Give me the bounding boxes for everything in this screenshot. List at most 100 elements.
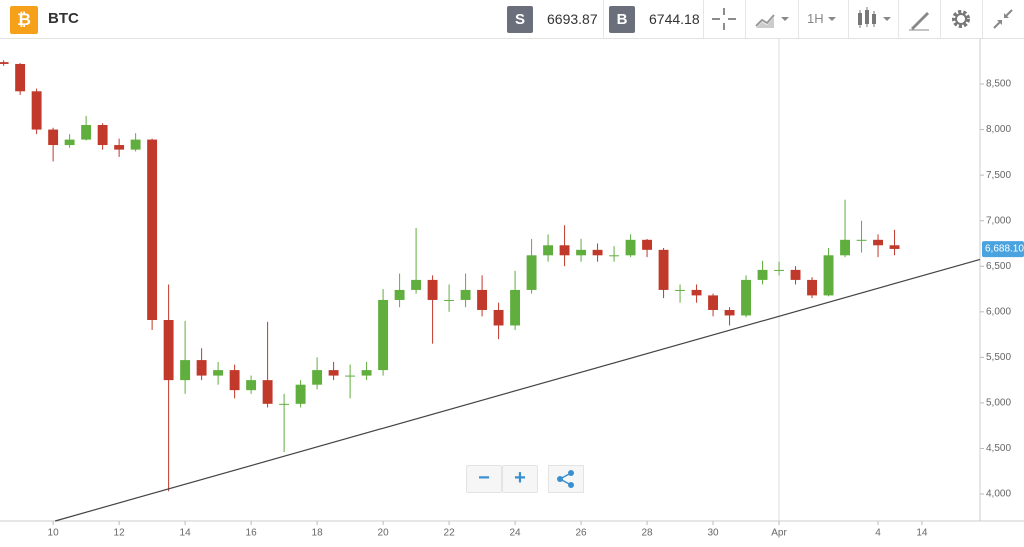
y-tick-label: 6,500 <box>986 261 1011 272</box>
candle-style-button[interactable] <box>849 0 897 38</box>
x-tick-label: Apr <box>771 528 787 539</box>
candle-body <box>345 375 356 377</box>
candle-body <box>625 239 636 256</box>
symbol: BTC <box>48 10 79 27</box>
candle-body <box>526 255 537 290</box>
candle-body <box>378 299 389 371</box>
candle-body <box>15 63 26 92</box>
y-tick-label: 6,000 <box>986 306 1011 317</box>
candle-body <box>295 384 306 404</box>
x-tick-label: 22 <box>444 528 456 539</box>
candle-body <box>328 370 339 376</box>
x-tick-label: 28 <box>642 528 654 539</box>
y-tick-label: 7,000 <box>986 215 1011 226</box>
candle-body <box>427 279 438 300</box>
collapse-button[interactable] <box>983 0 1023 38</box>
candle-body <box>163 319 174 381</box>
candle-body <box>0 62 9 64</box>
candle-body <box>774 269 784 271</box>
candle-body <box>724 309 735 316</box>
candle-body <box>840 239 850 256</box>
separator <box>798 0 799 38</box>
candle-body <box>114 145 125 150</box>
last-price-label: 6,688.10 <box>985 244 1024 255</box>
candle-body <box>757 269 768 280</box>
candle-body <box>807 279 817 296</box>
separator <box>745 0 746 38</box>
candle-body <box>64 139 75 146</box>
separator <box>898 0 899 38</box>
candle-body <box>361 370 372 376</box>
candle-body <box>229 370 240 391</box>
separator <box>848 0 849 38</box>
settings-button[interactable] <box>941 0 981 38</box>
candle-body <box>559 245 570 256</box>
candle-body <box>675 289 686 291</box>
buy-price: 6744.18 <box>649 11 700 27</box>
x-tick-label: 30 <box>707 528 719 539</box>
candle-body <box>130 139 141 150</box>
candle-body <box>31 91 42 130</box>
toolbar: ₿ BTC S 6693.87 B 6744.18 1H <box>0 0 1024 39</box>
interval-arrow[interactable] <box>826 0 846 38</box>
candle-body <box>741 279 752 316</box>
x-tick-label: 24 <box>510 528 522 539</box>
crosshair-button[interactable] <box>704 0 744 38</box>
sell-button[interactable]: S <box>507 6 533 33</box>
candle-body <box>196 360 207 376</box>
x-tick-label: 26 <box>576 528 588 539</box>
y-tick-label: 5,500 <box>986 352 1011 363</box>
candle-body <box>444 299 455 301</box>
zoom-out[interactable]: − <box>466 465 502 493</box>
candle-body <box>147 139 158 320</box>
x-tick-label: 12 <box>114 528 126 539</box>
candle-body <box>708 295 719 310</box>
candle-body <box>411 279 422 290</box>
price-chart: 4,000 4,500 5,000 5,500 6,000 6,500 7,000 7,500… <box>0 39 1024 539</box>
candle-body <box>97 125 108 146</box>
draw-button[interactable] <box>899 0 939 38</box>
separator <box>603 0 604 38</box>
x-tick-label: 14 <box>916 528 928 539</box>
x-tick-label: 18 <box>312 528 324 539</box>
candle-body <box>180 360 191 381</box>
separator <box>940 0 941 38</box>
candle-body <box>510 289 521 326</box>
candle-body <box>48 129 59 146</box>
candle-body <box>889 245 900 249</box>
candle-body <box>394 289 405 300</box>
separator <box>703 0 704 38</box>
candle-body <box>691 289 702 296</box>
interval[interactable]: 1H <box>807 11 824 26</box>
last-price-box <box>982 241 1024 258</box>
candle-body <box>312 370 323 385</box>
candle-body <box>543 245 554 256</box>
candle-body <box>658 249 669 290</box>
candle-body <box>856 239 867 241</box>
candle-body <box>477 289 488 310</box>
candle-body <box>642 239 653 250</box>
x-tick-label: 4 <box>875 528 881 539</box>
candle-body <box>262 380 273 404</box>
y-tick-label: 4,500 <box>986 443 1011 454</box>
x-tick-label: 10 <box>48 528 60 539</box>
candle-body <box>81 125 92 140</box>
candle-body <box>873 239 883 246</box>
candle-body <box>592 249 603 256</box>
y-tick-label: 4,000 <box>986 489 1011 500</box>
candle-body <box>493 309 504 326</box>
chart-type-button[interactable] <box>746 0 798 38</box>
trendline <box>54 258 981 522</box>
buy-button[interactable]: B <box>609 6 635 33</box>
candle-body <box>246 380 257 391</box>
separator <box>982 0 983 38</box>
zoom-in[interactable]: + <box>502 465 538 493</box>
candle-body <box>609 255 620 257</box>
candle-body <box>823 255 834 296</box>
candle-body <box>460 289 471 300</box>
y-tick-label: 8,000 <box>986 124 1011 135</box>
share-button[interactable] <box>548 465 584 493</box>
sell-price: 6693.87 <box>547 11 598 27</box>
candle-body <box>576 249 587 256</box>
